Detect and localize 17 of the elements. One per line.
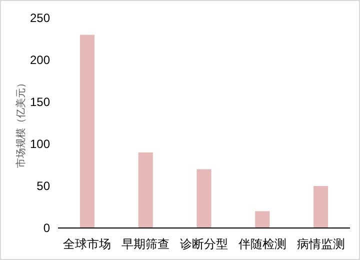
bar (80, 34, 94, 228)
x-tick-label: 诊断分型 (180, 237, 228, 251)
y-tick-label: 0 (43, 221, 50, 235)
y-tick-label: 200 (30, 53, 50, 67)
x-tick-label: 伴随检测 (238, 237, 286, 251)
bar (196, 169, 212, 228)
bar (255, 211, 270, 228)
x-tick-label: 早期筛查 (122, 237, 170, 251)
y-tick-label: 150 (30, 95, 50, 109)
bar (138, 152, 153, 228)
y-tick-label: 100 (30, 137, 50, 151)
y-tick-label: 50 (36, 179, 50, 193)
x-tick-label: 病情监测 (296, 237, 345, 251)
y-axis-title: 市场规模（亿美元） (15, 78, 27, 168)
bar (314, 186, 328, 228)
x-tick-label: 全球市场 (63, 237, 112, 251)
y-tick-label: 250 (30, 11, 50, 25)
